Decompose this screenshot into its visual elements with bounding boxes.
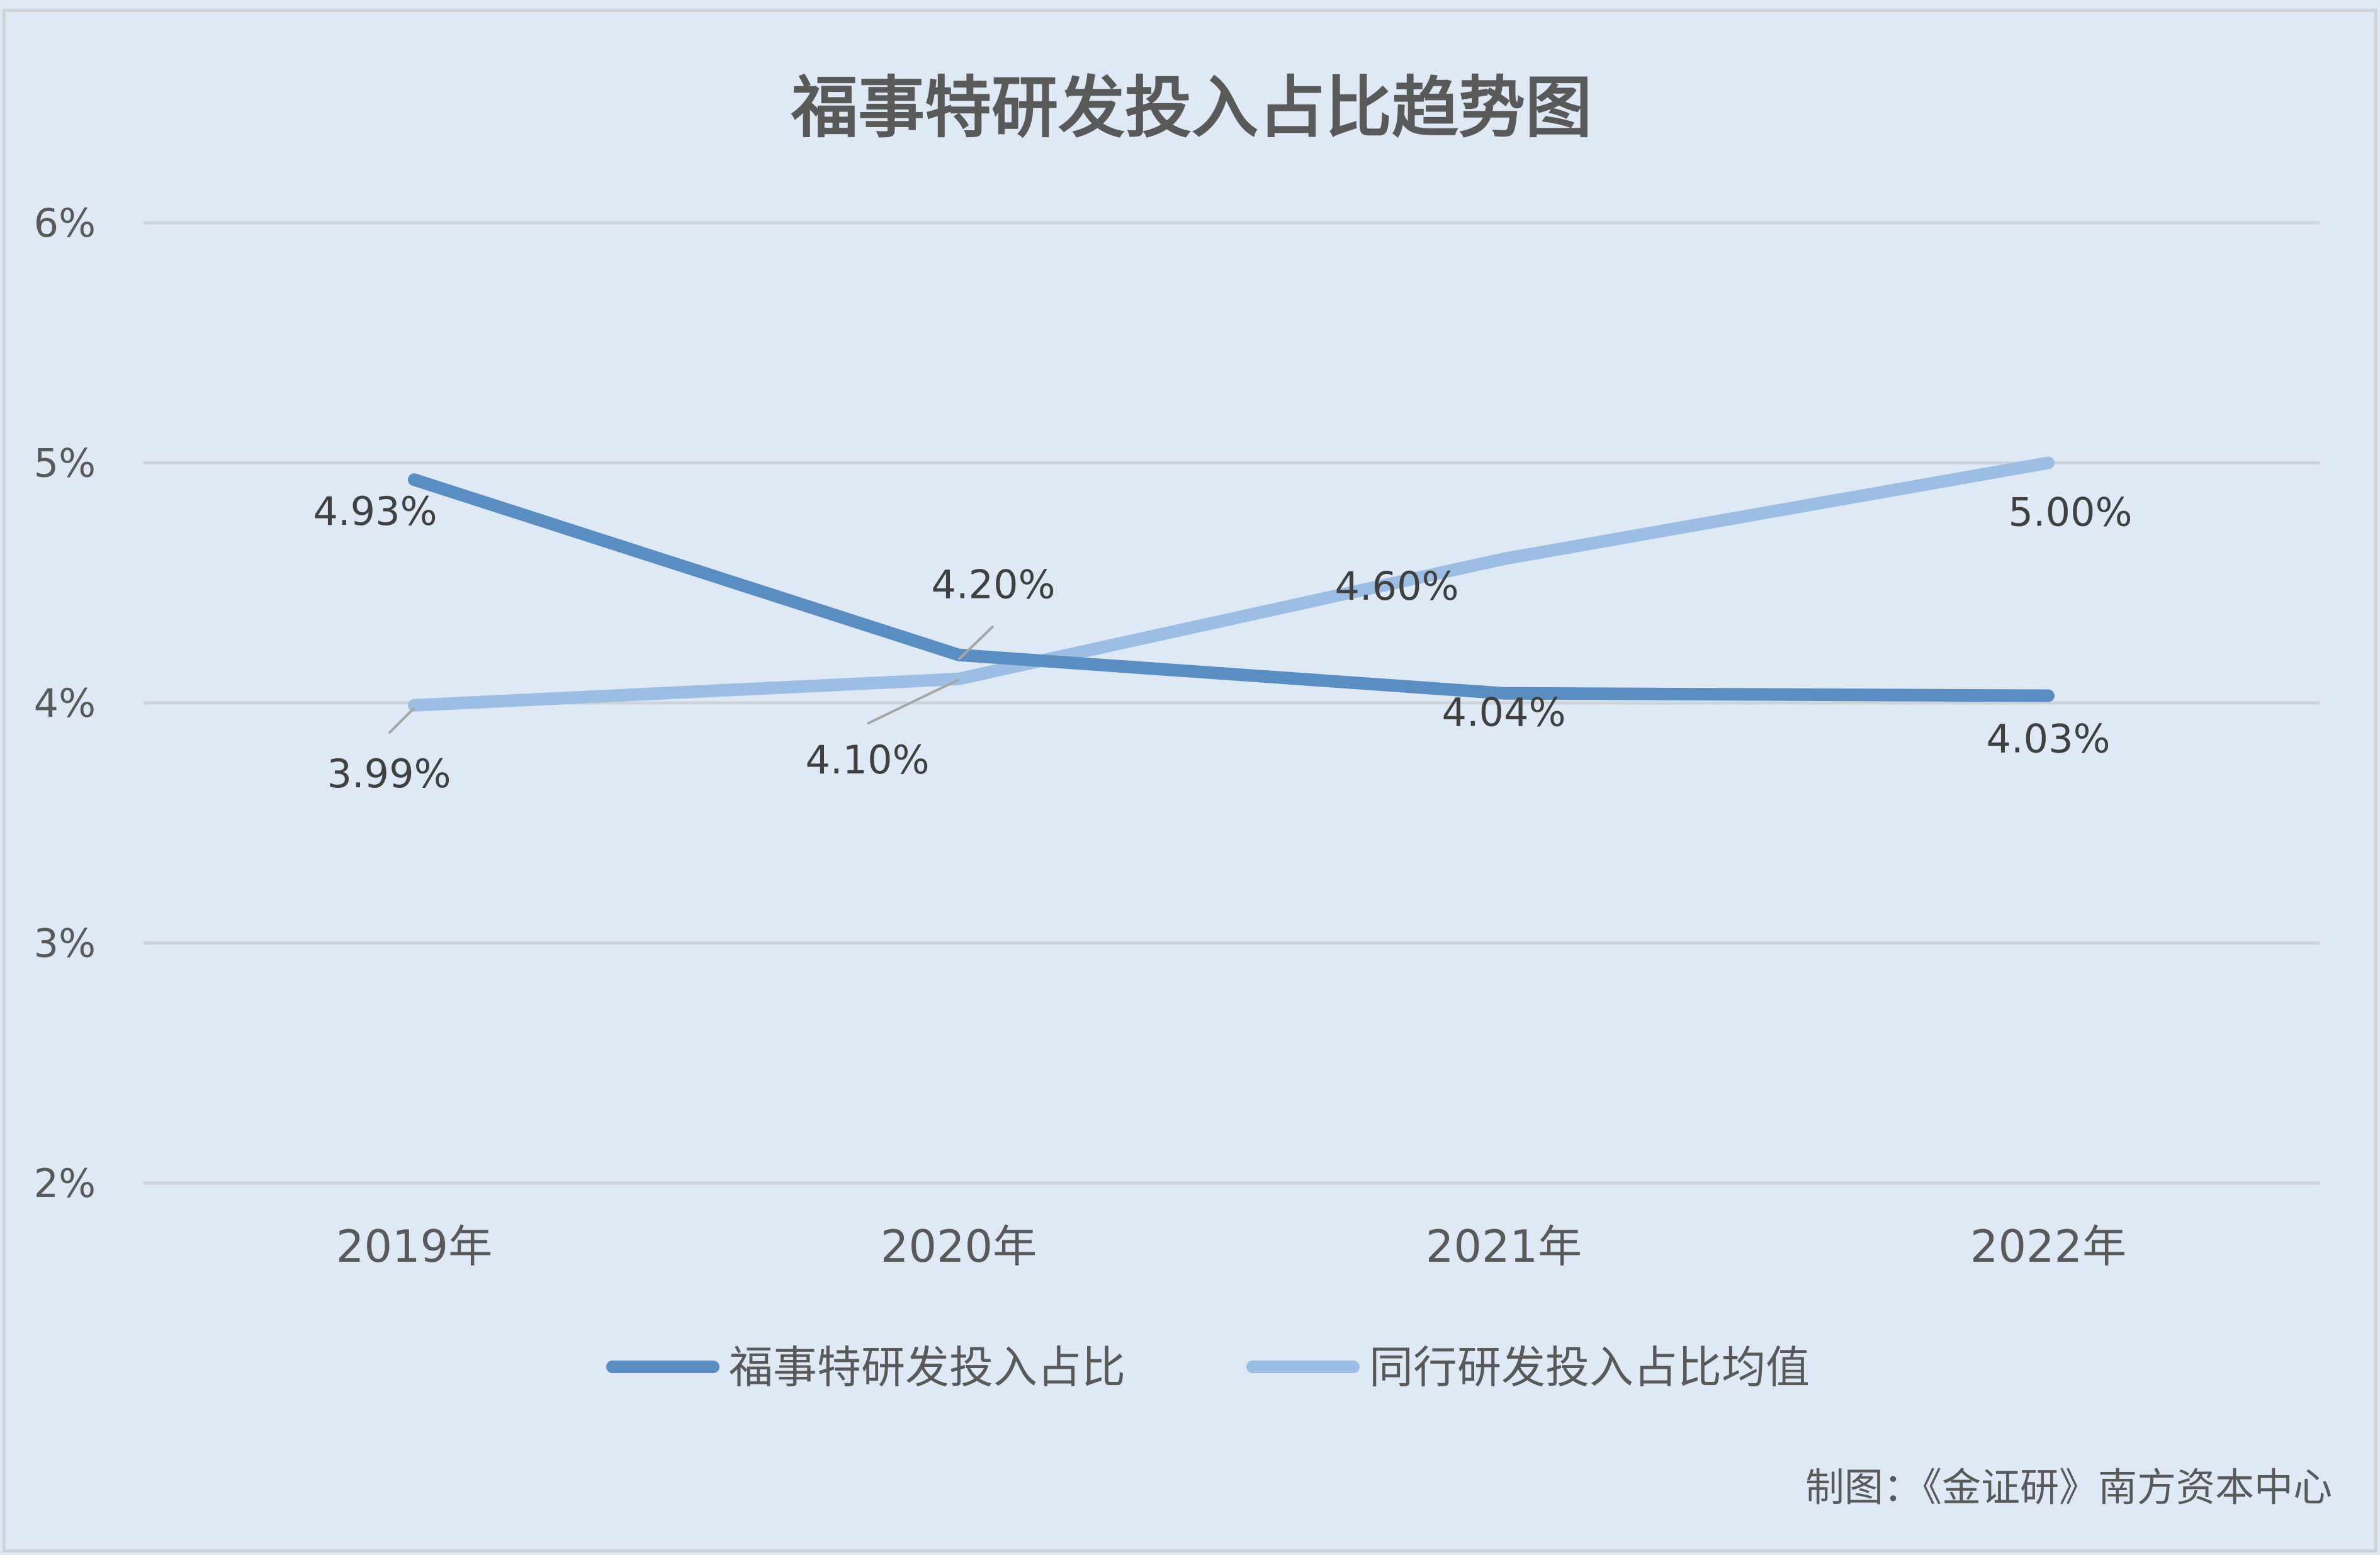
data-label: 4.04% bbox=[1442, 690, 1566, 736]
chart-credit: 制图：《金证研》南方资本中心 bbox=[1805, 1464, 2332, 1510]
data-label: 4.03% bbox=[1987, 716, 2111, 762]
y-tick-label: 4% bbox=[34, 680, 96, 726]
data-label: 4.10% bbox=[806, 737, 930, 783]
y-tick-label: 3% bbox=[34, 921, 96, 967]
label-leader-line bbox=[867, 678, 959, 725]
legend-label: 福事特研发投入占比 bbox=[729, 1342, 1125, 1393]
data-label: 3.99% bbox=[327, 751, 451, 797]
data-label: 5.00% bbox=[2009, 490, 2133, 536]
legend-label: 同行研发投入占比均值 bbox=[1369, 1342, 1810, 1393]
y-tick-label: 5% bbox=[34, 441, 96, 486]
legend: 福事特研发投入占比 同行研发投入占比均值 bbox=[606, 1342, 1810, 1393]
series-lines bbox=[408, 456, 2055, 712]
y-tick-label: 6% bbox=[34, 200, 96, 246]
chart-frame bbox=[3, 9, 2377, 1552]
label-leader-line bbox=[388, 707, 415, 734]
x-tick-label: 2022年 bbox=[1970, 1221, 2126, 1272]
data-label: 4.20% bbox=[932, 562, 1056, 608]
y-tick-label: 2% bbox=[34, 1160, 96, 1206]
x-tick-label: 2019年 bbox=[336, 1221, 492, 1272]
data-label: 4.93% bbox=[313, 488, 437, 534]
x-tick-label: 2020年 bbox=[881, 1221, 1037, 1272]
series-line-0 bbox=[408, 473, 2055, 702]
series-line-1 bbox=[408, 456, 2055, 712]
label-leader-line bbox=[957, 625, 995, 661]
data-label: 4.60% bbox=[1335, 563, 1459, 609]
y-axis-ticks: 2% 3% 4% 5% 6% bbox=[34, 200, 96, 1206]
x-tick-label: 2021年 bbox=[1426, 1221, 1582, 1272]
x-axis-ticks: 2019年 2020年 2021年 2022年 bbox=[336, 1221, 2126, 1272]
chart-title: 福事特研发投入占比趋势图 bbox=[791, 69, 1592, 147]
data-labels: 4.93% 4.20% 4.04% 4.03% 3.99% 4.10% 4.60% 5.00% bbox=[313, 488, 2133, 797]
